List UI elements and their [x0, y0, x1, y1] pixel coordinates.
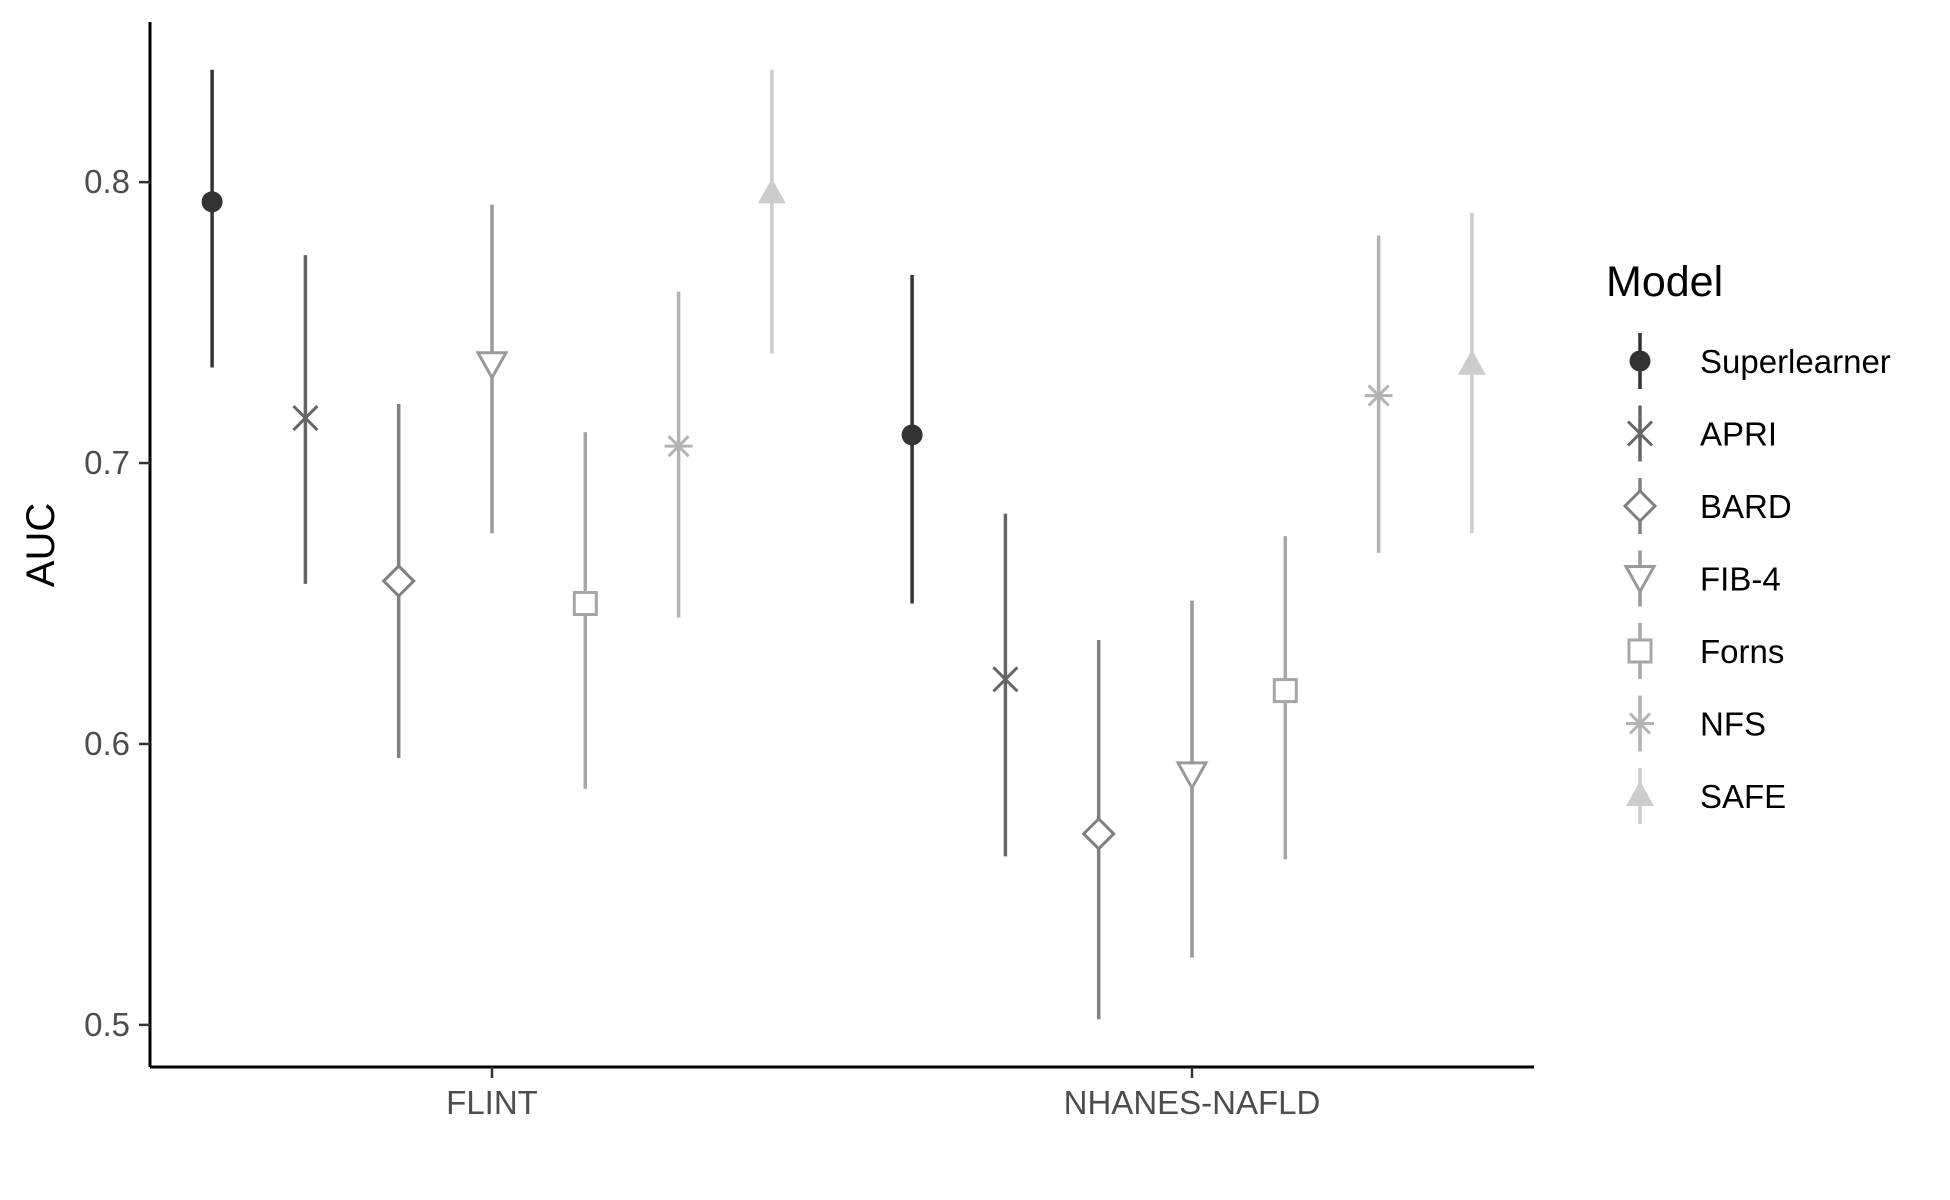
legend-item-bard: BARD [1622, 478, 1792, 534]
point-forns-flint-shape [572, 590, 598, 616]
legend-label: APRI [1700, 416, 1777, 453]
legend-item-superlearner: Superlearner [1629, 333, 1891, 389]
point-nfs-flint [664, 432, 693, 461]
point-bard-nhanes-nafld-shape [1081, 816, 1116, 851]
series-nfs [664, 235, 1393, 618]
point-nfs-flint-shape [664, 432, 693, 461]
legend-key-forns-icon-shape [1627, 638, 1653, 664]
series-safe [757, 69, 1486, 534]
legend-key-bard-icon [1622, 488, 1658, 524]
point-fib-4-nhanes-nafld-shape [1175, 761, 1209, 791]
point-safe-nhanes-nafld-shape [1457, 349, 1486, 375]
legend-key-bard-icon-shape [1622, 488, 1658, 524]
y-tick-label: 0.7 [84, 444, 130, 481]
point-forns-nhanes-nafld-shape [1272, 678, 1298, 704]
y-axis-title: AUC [19, 503, 63, 587]
legend-key-safe-icon [1626, 781, 1654, 806]
legend-item-apri: APRI [1626, 405, 1777, 462]
point-nfs-nhanes-nafld [1364, 381, 1393, 410]
y-tick-label: 0.8 [84, 163, 130, 200]
series-superlearner [201, 69, 923, 604]
point-superlearner-flint-shape [201, 191, 223, 213]
point-nfs-nhanes-nafld-shape [1364, 381, 1393, 410]
legend-label: NFS [1700, 706, 1766, 743]
legend-label: FIB-4 [1700, 561, 1781, 598]
legend-key-fib-4-icon-shape [1623, 565, 1657, 595]
legend-label: Superlearner [1700, 343, 1891, 380]
legend-key-fib-4-icon [1623, 565, 1657, 595]
legend-key-apri-icon-shape [1626, 420, 1654, 447]
legend-key-superlearner-icon-shape [1629, 350, 1651, 372]
series-forns [572, 432, 1298, 860]
legend: Model Superlearner APRI BARD FIB-4 Forns NFS S… [1606, 258, 1891, 824]
y-tick-label: 0.5 [84, 1006, 130, 1043]
x-tick-label: FLINT [446, 1084, 538, 1121]
legend-item-forns: Forns [1627, 623, 1784, 679]
y-tick-label: 0.6 [84, 725, 130, 762]
series-fib-4 [475, 204, 1209, 958]
x-tick-label: NHANES-NAFLD [1064, 1084, 1321, 1121]
point-safe-flint [757, 178, 786, 204]
point-superlearner-flint [201, 191, 223, 213]
point-forns-nhanes-nafld [1272, 678, 1298, 704]
point-bard-flint [381, 563, 416, 599]
legend-label: BARD [1700, 488, 1792, 525]
point-bard-flint-shape [381, 563, 416, 599]
point-bard-nhanes-nafld [1081, 816, 1116, 851]
legend-label: Forns [1700, 633, 1784, 670]
series-apri [292, 255, 1019, 857]
point-fib-4-flint [475, 351, 509, 381]
plot-area [201, 69, 1486, 1020]
legend-key-safe-icon-shape [1626, 781, 1654, 806]
point-apri-flint [292, 405, 319, 432]
legend-label: SAFE [1700, 778, 1786, 815]
point-apri-nhanes-nafld-shape [992, 666, 1019, 693]
legend-key-forns-icon [1627, 638, 1653, 664]
legend-title: Model [1606, 258, 1723, 306]
legend-item-safe: SAFE [1626, 768, 1786, 824]
legend-item-fib-4: FIB-4 [1623, 550, 1781, 607]
point-fib-4-nhanes-nafld [1175, 761, 1209, 791]
legend-key-superlearner-icon [1629, 350, 1651, 372]
point-safe-flint-shape [757, 178, 786, 204]
y-axis: 0.5 0.6 0.7 0.8 [84, 22, 152, 1067]
point-superlearner-nhanes-nafld [901, 424, 923, 446]
legend-key-nfs-icon-shape [1626, 709, 1654, 738]
point-apri-nhanes-nafld [992, 666, 1019, 693]
point-fib-4-flint-shape [475, 351, 509, 381]
point-forns-flint [572, 590, 598, 616]
point-superlearner-nhanes-nafld-shape [901, 424, 923, 446]
series-bard [381, 404, 1116, 1020]
point-safe-nhanes-nafld [1457, 349, 1486, 375]
legend-key-nfs-icon [1626, 709, 1654, 738]
legend-key-apri-icon [1626, 420, 1654, 447]
point-apri-flint-shape [292, 405, 319, 432]
legend-item-nfs: NFS [1626, 695, 1766, 752]
x-axis: FLINT NHANES-NAFLD [150, 1065, 1534, 1121]
